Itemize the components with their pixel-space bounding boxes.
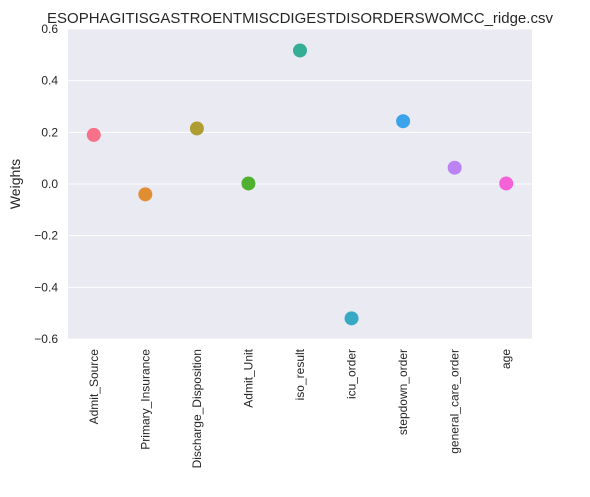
data-point (86, 127, 101, 142)
y-tick-label: −0.2 (34, 229, 58, 243)
data-point (138, 187, 153, 202)
data-point (293, 43, 307, 58)
y-tick-label: 0.0 (41, 177, 58, 191)
chart-title: ESOPHAGITISGASTROENTMISCDIGESTDISORDERSW… (47, 10, 553, 27)
x-tick-label: general_care_order (448, 349, 462, 454)
x-tick-label: Admit_Source (87, 349, 101, 425)
x-tick-label: age (499, 349, 513, 369)
y-tick-label: −0.4 (34, 280, 58, 294)
data-point (241, 176, 256, 191)
data-point (344, 311, 359, 326)
x-tick-label: Admit_Unit (241, 348, 255, 407)
x-tick-label: Primary_Insurance (138, 349, 152, 450)
data-points (86, 43, 514, 326)
x-axis: Admit_Source Primary_Insurance Discharge_D… (87, 348, 513, 468)
y-tick-label: −0.6 (34, 332, 58, 346)
data-point (447, 160, 462, 175)
grid-lines (68, 28, 532, 340)
y-tick-label: 0.6 (41, 22, 58, 36)
x-tick-label: icu_order (345, 349, 359, 399)
data-point (189, 121, 204, 136)
data-point (499, 176, 514, 191)
data-point (396, 114, 411, 129)
y-tick-label: 0.4 (41, 74, 58, 88)
x-tick-label: iso_result (293, 348, 307, 400)
y-axis-label: Weights (7, 159, 23, 209)
x-tick-label: Discharge_Disposition (190, 349, 204, 468)
y-tick-label: 0.2 (41, 125, 58, 139)
x-tick-label: stepdown_order (396, 349, 410, 435)
y-axis: 0.6 0.4 0.2 0.0 −0.2 −0.4 −0.6 (34, 22, 58, 346)
